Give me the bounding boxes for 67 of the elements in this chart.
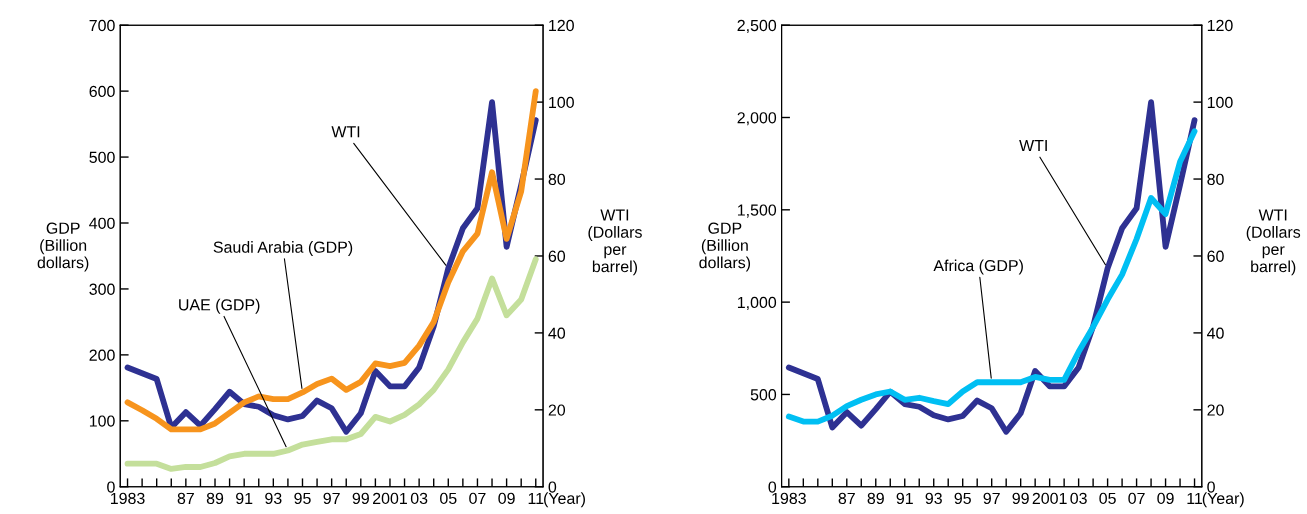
y2-tick-label: 40 [1207,327,1224,339]
y-tick-label: 200 [89,349,115,361]
x-tick-label: 89 [206,492,224,505]
annotation: Africa (GDP) [933,259,1023,275]
y-tick-label: 500 [89,151,115,164]
y-tick-label: 2,500 [737,19,777,34]
y2-tick-label: 80 [548,173,566,185]
y-tick-label: 400 [89,217,115,229]
y2-tick-label: 60 [1207,250,1224,262]
y-axis-title: GDP (Billion dollars) [699,222,751,272]
x-axis-title: (Year) [1202,492,1244,508]
x-tick-label: 2001 [1032,492,1067,505]
x-tick-label: 09 [1157,492,1174,505]
x-tick-label: 07 [469,492,486,505]
y2-tick-label: 0 [548,481,557,493]
x-tick-label: 09 [498,492,515,505]
x-tick-label: 1983 [110,492,145,505]
x-axis-title: (Year) [544,492,585,508]
y-tick-label: 0 [768,481,777,493]
x-tick-label: 89 [867,492,884,505]
x-tick-label: 91 [896,492,913,505]
y-tick-label: 600 [89,85,115,98]
x-tick-label: 95 [294,492,311,505]
annotation: UAE (GDP) [179,298,260,314]
x-tick-label: 87 [838,492,855,505]
x-tick-label: 97 [323,492,340,505]
x-tick-label: 2001 [373,492,407,505]
x-tick-label: 99 [1012,492,1029,505]
x-tick-label: 07 [1128,492,1145,505]
y-tick-label: 0 [107,481,115,493]
x-tick-label: 05 [1099,492,1116,505]
y-tick-label: 1,000 [737,296,777,310]
y-tick-label: 100 [89,415,115,427]
annotation: WTI [1019,140,1047,152]
x-tick-label: 11 [1187,492,1203,504]
y-tick-label: 2,000 [737,112,777,126]
y2-tick-label: 20 [548,404,566,416]
y2-tick-label: 80 [1207,173,1224,185]
y-tick-label: 1,500 [737,204,777,218]
x-tick-label: 97 [983,492,1000,505]
y2-tick-label: 100 [1207,96,1233,109]
x-tick-label: 87 [177,492,194,505]
x-tick-label: 95 [954,492,971,505]
y2-tick-label: 100 [549,96,574,109]
x-tick-label: 93 [265,492,282,505]
x-tick-label: 99 [352,492,369,505]
y2-tick-label: 0 [1207,481,1215,493]
y2-tick-label: 120 [1207,19,1233,32]
x-tick-label: 05 [440,492,457,505]
annotation: Saudi Arabia (GDP) [213,241,353,256]
y2-tick-label: 40 [548,327,566,339]
y-axis-title: GDP (Billion dollars) [37,222,89,272]
y2-tick-label: 20 [1207,404,1224,416]
x-tick-label: 11 [528,492,544,504]
y-tick-label: 500 [750,389,777,401]
x-tick-label: 91 [236,492,253,505]
y2-tick-label: 60 [548,250,566,262]
y2-axis-title: WTI (Dollars per barrel) [1246,209,1301,276]
x-tick-label: 1983 [772,492,806,505]
y-tick-label: 700 [89,19,115,32]
x-tick-label: 03 [410,492,428,505]
y2-axis-title: WTI (Dollars per barrel) [588,209,642,276]
y-tick-label: 300 [89,283,115,295]
y2-tick-label: 120 [549,19,574,32]
annotation: WTI [331,126,360,138]
x-tick-label: 93 [925,492,942,505]
x-tick-label: 03 [1070,492,1087,505]
